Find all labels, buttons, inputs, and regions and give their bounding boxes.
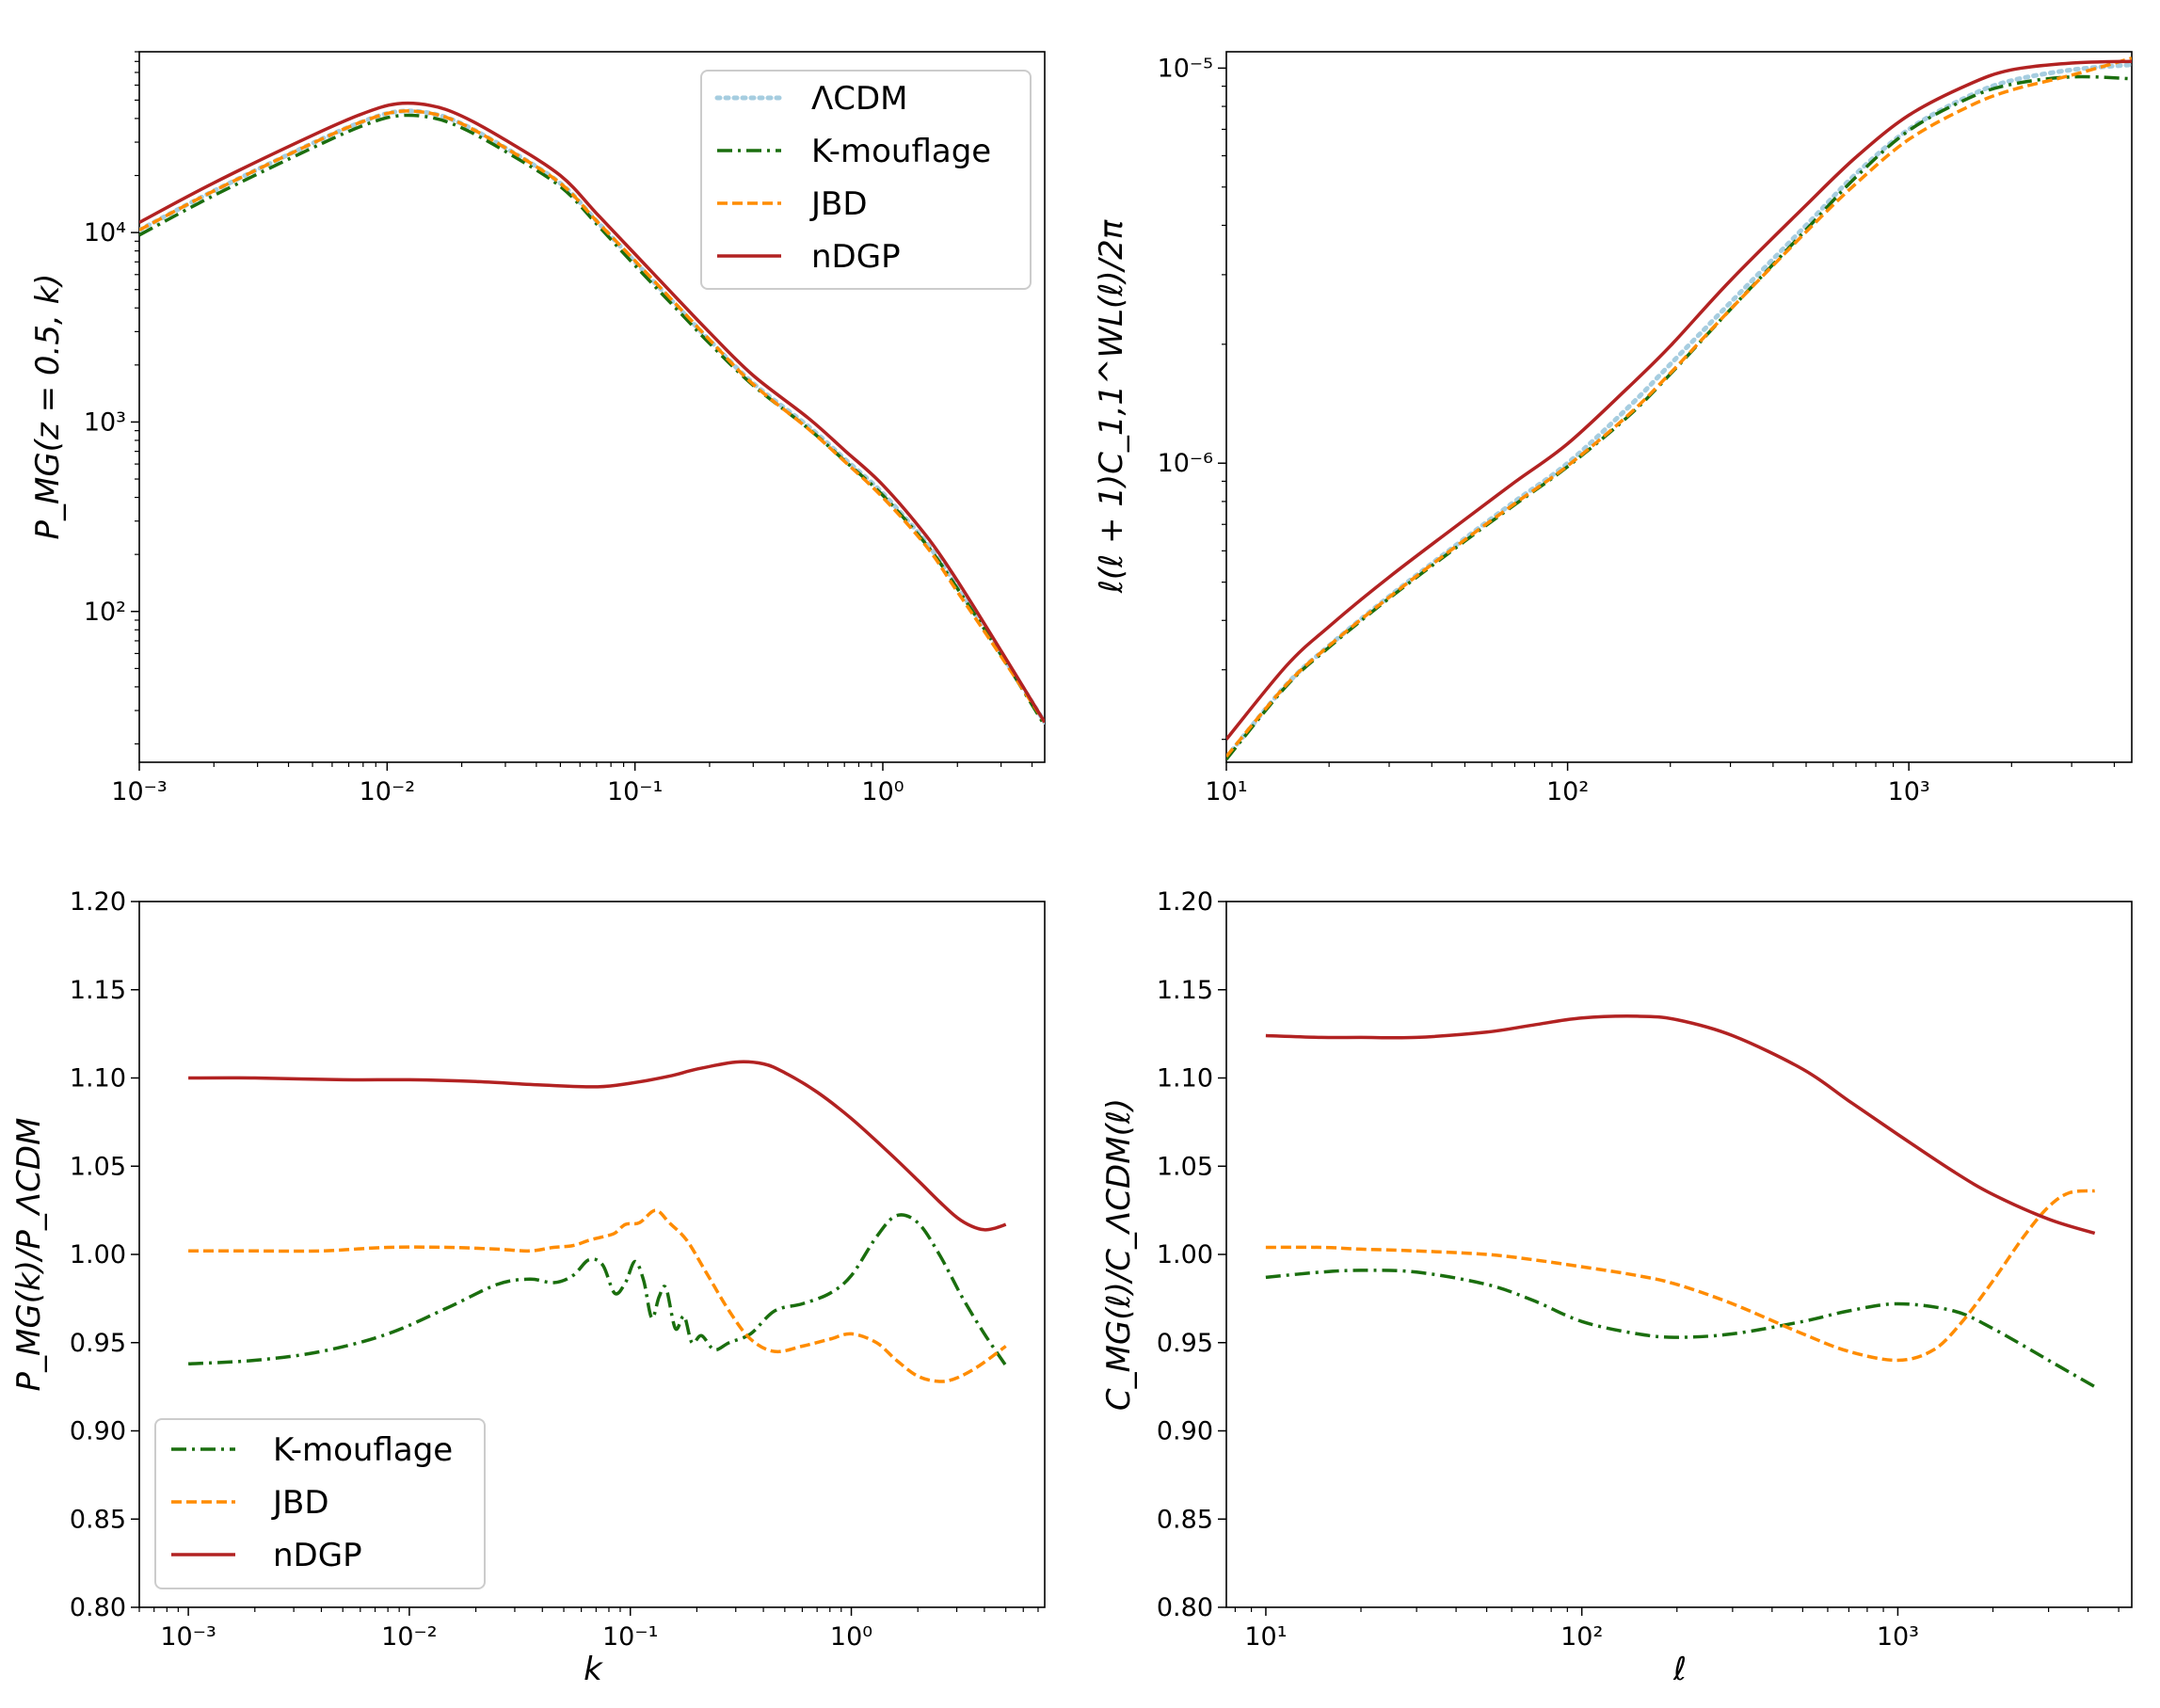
xlabel-pk-ratio: k — [584, 1651, 603, 1688]
pk-ytick-label: 10³ — [84, 407, 126, 437]
cl-xtick-label: 10¹ — [1205, 777, 1247, 806]
pk-ratio-xtick-label: 10⁻² — [381, 1622, 437, 1652]
legend-pk-label-jbd: JBD — [809, 185, 868, 223]
pk-ratio-ytick-label: 0.90 — [70, 1417, 126, 1446]
pk-xtick-label: 10⁻¹ — [607, 777, 663, 806]
legend-pk-ratio-label-ndgp: nDGP — [273, 1537, 362, 1574]
legend-pk-box — [700, 70, 1032, 290]
pk-ratio-ytick-label: 1.20 — [70, 887, 126, 917]
pk-ytick-label: 10⁴ — [84, 218, 126, 247]
cl-ratio-series-group — [1265, 1014, 2096, 1389]
cl-ratio-ytick-label: 0.80 — [1157, 1593, 1213, 1622]
cl-line-kmouflage — [1226, 74, 2132, 761]
cl-ratio-xtick-label: 10¹ — [1244, 1622, 1287, 1652]
cl-series-group — [1226, 56, 2132, 761]
cl-line-lcdm — [1226, 62, 2132, 760]
legend-pk-label-kmouflage: K-mouflage — [811, 133, 991, 170]
legend-pk-ratio: K-mouflage JBD nDGP — [154, 1418, 486, 1589]
legend-pk-label-ndgp: nDGP — [811, 238, 901, 276]
cl-ratio-ytick-label: 0.85 — [1157, 1505, 1213, 1534]
legend-pk-ratio-label-kmouflage: K-mouflage — [273, 1431, 453, 1469]
cl-ytick-label: 10⁻⁶ — [1158, 449, 1213, 478]
ylabel-pk: P_MG(z = 0.5, k) — [29, 273, 67, 539]
cl-ratio-ytick-label: 1.10 — [1157, 1064, 1213, 1093]
cl-ratio-line-jbd — [1265, 1189, 2095, 1363]
legend-pk-label-lcdm: ΛCDM — [811, 80, 908, 118]
cl-line-jbd — [1226, 56, 2132, 758]
pk-ratio-line-kmouflage — [187, 1213, 1008, 1367]
pk-ytick-label: 10² — [84, 598, 126, 627]
cl-ratio-ytick-label: 1.00 — [1157, 1240, 1213, 1269]
panel-cl-ratio-frame — [1225, 901, 2133, 1608]
cl-ratio-xtick-label: 10² — [1560, 1622, 1603, 1652]
cl-xtick-label: 10³ — [1888, 777, 1930, 806]
cl-ratio-ytick-label: 0.90 — [1157, 1417, 1213, 1446]
cl-xtick-label: 10² — [1546, 777, 1589, 806]
panel-cl-frame — [1225, 51, 2133, 763]
panel-pk-frame — [138, 51, 1046, 763]
pk-line-ndgp — [139, 101, 1045, 724]
pk-ratio-ytick-label: 0.80 — [70, 1593, 126, 1622]
cl-ratio-line-kmouflage — [1265, 1269, 2096, 1389]
xlabel-cl-ratio: ℓ — [1672, 1651, 1687, 1688]
pk-ratio-ytick-label: 1.15 — [70, 976, 126, 1005]
pk-ratio-line-ndgp — [188, 1060, 1007, 1232]
cl-ratio-xtick-label: 10³ — [1877, 1622, 1919, 1652]
pk-ratio-line-jbd — [188, 1208, 1007, 1383]
cl-ytick-label: 10⁻⁵ — [1158, 54, 1213, 83]
pk-ratio-ytick-label: 0.85 — [70, 1505, 126, 1534]
pk-ratio-xtick-label: 10⁻¹ — [602, 1622, 658, 1652]
pk-ratio-series-group — [187, 1060, 1008, 1383]
legend-pk-ratio-label-jbd: JBD — [271, 1484, 329, 1522]
cl-ratio-ytick-label: 1.20 — [1157, 887, 1213, 917]
pk-ratio-xtick-label: 10⁰ — [830, 1622, 872, 1652]
pk-ratio-ytick-label: 1.05 — [70, 1152, 126, 1181]
cl-ratio-ytick-label: 1.15 — [1157, 976, 1213, 1005]
pk-xtick-label: 10⁰ — [861, 777, 904, 806]
ylabel-cl-ratio: C_MG(ℓ)/C_ΛCDM(ℓ) — [1100, 1098, 1138, 1411]
legend-pk: ΛCDM K-mouflage JBD nDGP — [700, 70, 1032, 290]
ylabel-cl: ℓ(ℓ + 1)C_1,1^WL(ℓ)/2π — [1093, 219, 1130, 594]
legend-pk-ratio-box — [154, 1418, 486, 1589]
ylabel-pk-ratio: P_MG(k)/P_ΛCDM — [10, 1118, 48, 1392]
pk-xtick-label: 10⁻³ — [111, 777, 167, 806]
pk-ratio-ytick-label: 0.95 — [70, 1329, 126, 1358]
cl-line-ndgp — [1226, 59, 2132, 741]
pk-series-group — [139, 101, 1045, 726]
pk-ratio-ytick-label: 1.00 — [70, 1240, 126, 1269]
cl-ratio-ytick-label: 1.05 — [1157, 1152, 1213, 1181]
pk-line-jbd — [139, 109, 1045, 724]
cl-ratio-ytick-label: 0.95 — [1157, 1329, 1213, 1358]
pk-line-kmouflage — [139, 113, 1045, 726]
pk-ratio-xtick-label: 10⁻³ — [160, 1622, 216, 1652]
pk-xtick-label: 10⁻² — [360, 777, 415, 806]
pk-ratio-ytick-label: 1.10 — [70, 1064, 126, 1093]
cl-ratio-line-ndgp — [1265, 1014, 2096, 1236]
